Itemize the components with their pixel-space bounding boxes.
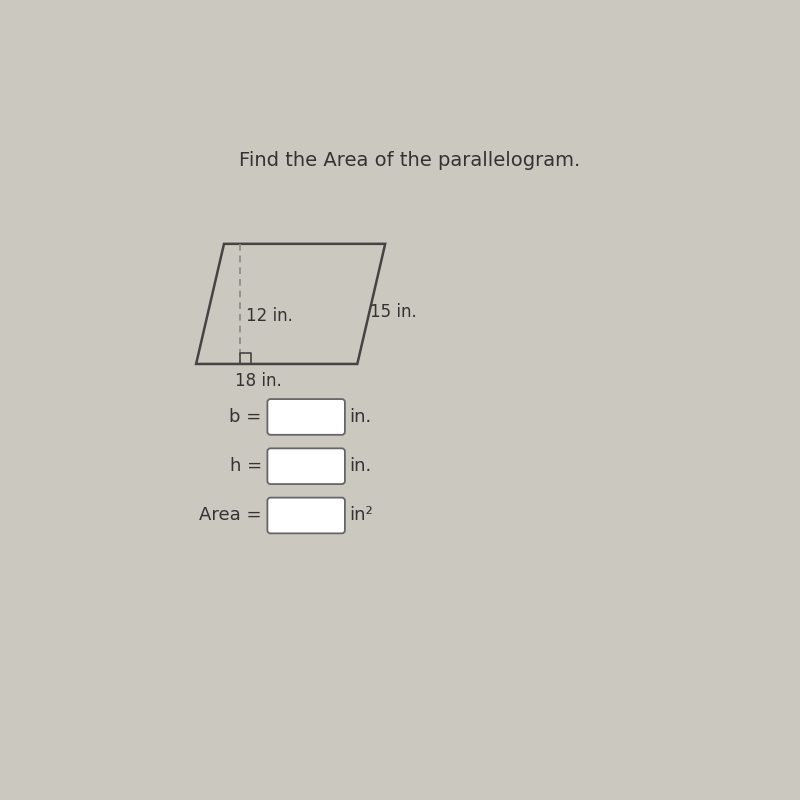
FancyBboxPatch shape [267,448,345,484]
Text: 18 in.: 18 in. [235,371,282,390]
FancyBboxPatch shape [267,399,345,435]
Text: 12 in.: 12 in. [246,307,293,325]
Text: in.: in. [350,458,371,475]
Text: in²: in² [350,506,373,525]
Text: h =: h = [230,458,267,475]
Text: 15 in.: 15 in. [370,302,417,321]
FancyBboxPatch shape [267,498,345,534]
Text: Area =: Area = [199,506,267,525]
Text: Find the Area of the parallelogram.: Find the Area of the parallelogram. [239,151,581,170]
Text: b =: b = [230,408,267,426]
Polygon shape [196,244,386,364]
Text: in.: in. [350,408,371,426]
